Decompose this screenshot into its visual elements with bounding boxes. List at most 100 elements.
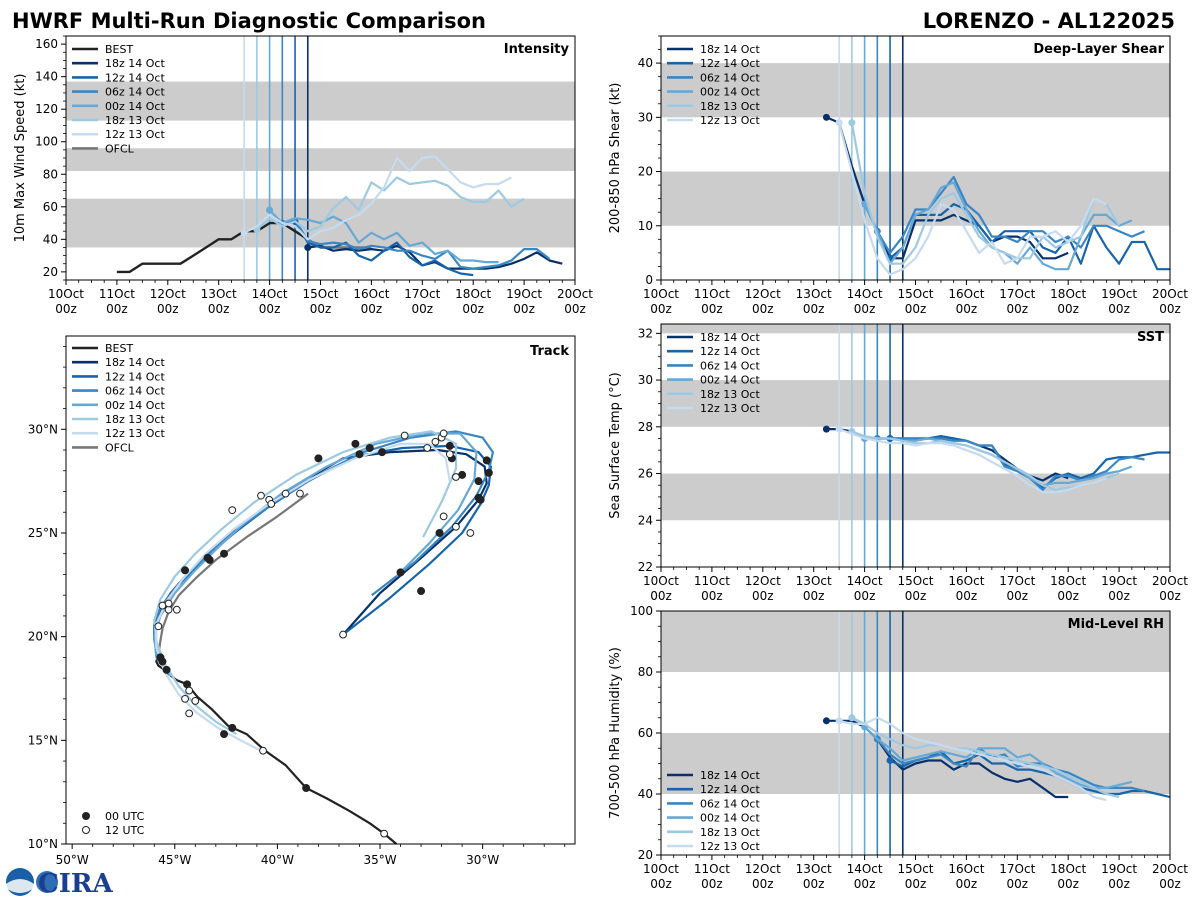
x-tick-label-hour: 00z [803, 302, 825, 316]
x-tick-label: 35°W [363, 853, 396, 867]
track-point-00utc [220, 730, 229, 739]
x-tick-label-hour: 00z [361, 302, 383, 316]
x-tick-label: 40°W [261, 853, 294, 867]
x-tick-label-hour: 00z [55, 302, 77, 316]
x-tick-label: 18Oct [1050, 287, 1086, 301]
series-line-06z-14-oct [876, 175, 1145, 254]
legend-label: 12z 14 Oct [700, 783, 760, 796]
track-point-00utc [205, 555, 214, 564]
y-tick-label: 10 [638, 219, 653, 233]
legend-label: 12z 14 Oct [700, 57, 760, 70]
track-point-12utc [466, 529, 475, 537]
legend-label: 12z 14 Oct [700, 345, 760, 358]
track-point-12utc [452, 473, 460, 481]
track-point-00utc [484, 468, 493, 477]
legend-label: 06z 14 Oct [700, 71, 760, 84]
track-point-00utc [220, 549, 229, 558]
x-tick-label-hour: 00z [956, 877, 978, 891]
legend-label: 12z 14 Oct [105, 71, 165, 84]
track-panel: Track 50°W 45°W 40°W 35°W 30°W 10°N 15°N 20°N 25°… [28, 335, 576, 867]
x-tick-label: 14Oct [847, 574, 883, 588]
shear-panel: Deep-Layer Shear01020304010Oct00z11Oct00… [608, 35, 1188, 316]
cira-globe-icon [36, 871, 58, 893]
x-tick-label-hour: 00z [310, 302, 332, 316]
panel-title: Deep-Layer Shear [1033, 42, 1164, 57]
x-tick-label: 13Oct [201, 287, 237, 301]
x-tick-label: 18Oct [1050, 574, 1086, 588]
x-tick-label: 13Oct [796, 574, 832, 588]
x-tick-label-hour: 00z [701, 589, 723, 603]
legend-label: 00z 14 Oct [700, 86, 760, 99]
x-tick-label-hour: 00z [905, 302, 927, 316]
plot-area [661, 324, 1170, 567]
x-tick-label-hour: 00z [1159, 302, 1181, 316]
x-tick-label: 12Oct [745, 574, 781, 588]
x-tick-label-hour: 00z [854, 302, 876, 316]
track-point-00utc [445, 441, 454, 450]
legend-label: 12z 13 Oct [700, 840, 760, 853]
x-tick-label: 14Oct [847, 287, 883, 301]
track-point-12utc [431, 437, 440, 446]
series-line-06z-14-oct [876, 738, 1145, 793]
x-tick-label-hour: 00z [513, 302, 535, 316]
x-tick-label-hour: 00z [905, 589, 927, 603]
series-start-marker [835, 717, 843, 725]
x-tick-label-hour: 00z [854, 589, 876, 603]
noaa-wave-icon [6, 879, 34, 893]
panel-title: Mid-Level RH [1068, 617, 1164, 632]
track-point-12utc [185, 709, 194, 718]
x-tick-label: 16Oct [948, 287, 984, 301]
y-tick-label: 24 [638, 513, 653, 527]
track-point-12utc [154, 622, 163, 631]
x-tick-label: 15Oct [897, 574, 933, 588]
series-line-12z-13-oct [838, 122, 1107, 276]
plot-area [66, 36, 575, 280]
x-tick-label: 10Oct [643, 574, 679, 588]
x-tick-label: 16Oct [353, 287, 389, 301]
series-start-marker [240, 229, 248, 237]
legend-label: 12z 13 Oct [105, 427, 165, 440]
x-tick-label-hour: 00z [1108, 877, 1130, 891]
legend-label: OFCL [105, 142, 135, 155]
track-point-12utc [281, 489, 290, 498]
track-line-18z-14-oct [153, 448, 488, 656]
x-tick-label: 14Oct [252, 287, 288, 301]
x-tick-label-hour: 00z [854, 877, 876, 891]
x-tick-label: 18Oct [455, 287, 491, 301]
series-start-marker [848, 119, 856, 127]
series-line-18z-14-oct [307, 244, 563, 270]
legend-label: 18z 14 Oct [700, 331, 760, 344]
panel-title: Track [530, 344, 569, 359]
series-line-00z-14-oct [268, 209, 499, 264]
y-tick-label: 30°N [28, 422, 58, 436]
track-point-12utc [439, 512, 448, 521]
figure-title: HWRF Multi-Run Diagnostic Comparison [12, 9, 486, 33]
y-tick-label: 22 [638, 560, 653, 574]
x-tick-label: 11Oct [694, 287, 730, 301]
track-line-18z-13-oct [153, 430, 458, 736]
sst-panel: SST22242628303210Oct00z11Oct00z12Oct00z1… [608, 323, 1188, 603]
track-point-00utc [355, 450, 364, 459]
series-start-marker [835, 425, 843, 433]
track-point-12utc [164, 599, 173, 608]
x-tick-label-hour: 00z [956, 302, 978, 316]
series-start-marker [835, 119, 843, 127]
y-tick-label: 100 [35, 135, 58, 149]
x-tick-label: 16Oct [948, 862, 984, 876]
x-tick-label-hour: 00z [1057, 877, 1079, 891]
x-tick-label-hour: 00z [1159, 589, 1181, 603]
series-start-marker [886, 756, 894, 764]
y-tick-label: 15°N [28, 733, 58, 747]
series-start-marker [822, 717, 830, 725]
y-tick-label: 20 [638, 848, 653, 862]
y-tick-label: 0 [645, 273, 653, 287]
y-tick-label: 20 [638, 165, 653, 179]
x-tick-label: 14Oct [847, 862, 883, 876]
x-tick-label: 15Oct [302, 287, 338, 301]
y-tick-label: 100 [630, 604, 653, 618]
rh-panel: Mid-Level RH2040608010010Oct00z11Oct00z1… [608, 604, 1188, 891]
